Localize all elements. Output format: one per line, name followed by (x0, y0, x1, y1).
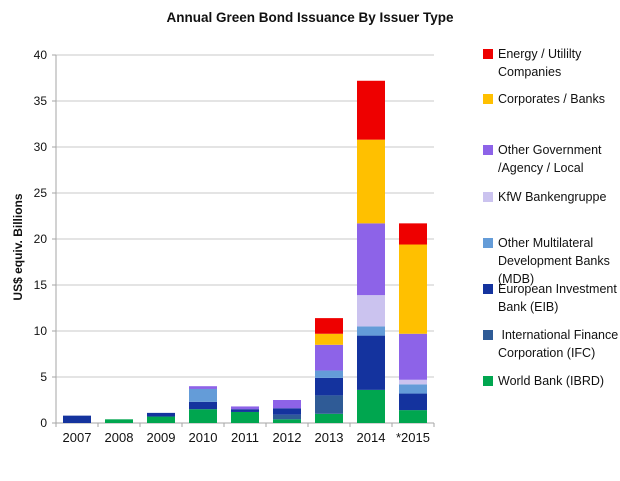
bar-segment (399, 223, 427, 245)
legend-swatch-icon (483, 376, 493, 386)
bar-segment (273, 400, 301, 409)
x-tick-label: 2013 (315, 430, 344, 445)
bar-segment (315, 377, 343, 396)
legend-label: Other Multilateral Development Banks (MD… (498, 236, 610, 286)
bar-segment (399, 379, 427, 385)
x-tick-label: 2007 (63, 430, 92, 445)
chart-title: Annual Green Bond Issuance By Issuer Typ… (166, 10, 454, 25)
legend-swatch-icon (483, 192, 493, 202)
legend-label: Corporates / Banks (498, 92, 605, 106)
legend-item: Other Government /Agency / Local (483, 141, 602, 177)
legend-label: KfW Bankengruppe (498, 190, 607, 204)
x-tick-label: 2009 (147, 430, 176, 445)
bar-segment (315, 413, 343, 423)
legend-swatch-icon (483, 330, 493, 340)
bar-segment (357, 295, 385, 327)
legend-label: Energy / Utililty Companies (498, 47, 582, 79)
bar-segment (315, 344, 343, 371)
y-tick-label: 10 (34, 324, 48, 338)
legend-label: European Investment Bank (EIB) (498, 282, 617, 314)
legend-label: Other Government /Agency / Local (498, 143, 602, 175)
bar-segment (147, 416, 175, 423)
bar-segment (273, 408, 301, 415)
bar-segment (63, 415, 91, 423)
legend-item: European Investment Bank (EIB) (483, 280, 617, 316)
bar-segment (189, 388, 217, 402)
bar-segment (315, 395, 343, 414)
bar-segment (357, 80, 385, 140)
bar-segment (315, 333, 343, 345)
bar-segment (357, 389, 385, 423)
bar-segment (231, 406, 259, 410)
bar-segment (399, 384, 427, 394)
legend-swatch-icon (483, 94, 493, 104)
legend-item: International Finance Corporation (IFC) (483, 326, 618, 362)
x-tick-label: 2008 (105, 430, 134, 445)
legend-item: Other Multilateral Development Banks (MD… (483, 234, 610, 288)
legend-item: Energy / Utililty Companies (483, 45, 581, 81)
bar-segment (399, 410, 427, 423)
y-tick-label: 0 (40, 416, 47, 430)
bar-segment (357, 335, 385, 390)
bar-segment (273, 414, 301, 420)
legend-item: World Bank (IBRD) (483, 372, 604, 390)
bar-segment (399, 393, 427, 411)
legend-label: International Finance Corporation (IFC) (498, 328, 619, 360)
legend: Energy / Utililty Companies Corporates / … (483, 0, 618, 481)
bar-segment (189, 386, 217, 389)
bar-segment (105, 419, 133, 423)
x-tick-label: 2012 (273, 430, 302, 445)
x-tick-label: 2014 (357, 430, 386, 445)
y-tick-label: 5 (40, 370, 47, 384)
bar-segment (399, 333, 427, 380)
bar-segment (357, 223, 385, 296)
legend-swatch-icon (483, 238, 493, 248)
bar-segment (315, 318, 343, 334)
bar-segment (189, 401, 217, 410)
bar-segment (189, 409, 217, 423)
bar-segment (231, 411, 259, 423)
legend-label: World Bank (IBRD) (498, 374, 605, 388)
legend-item: Corporates / Banks (483, 90, 605, 108)
bar-segment (357, 326, 385, 336)
legend-swatch-icon (483, 49, 493, 59)
bar-segment (273, 419, 301, 423)
bar-segment (357, 139, 385, 224)
legend-swatch-icon (483, 284, 493, 294)
y-tick-label: 20 (34, 232, 48, 246)
legend-swatch-icon (483, 145, 493, 155)
bar-segment (399, 244, 427, 334)
y-tick-label: 40 (34, 48, 48, 62)
x-tick-label: *2015 (396, 430, 430, 445)
x-tick-label: 2010 (189, 430, 218, 445)
y-tick-label: 30 (34, 140, 48, 154)
y-tick-label: 15 (34, 278, 48, 292)
y-tick-label: 35 (34, 94, 48, 108)
y-tick-label: 25 (34, 186, 48, 200)
x-tick-label: 2011 (231, 430, 259, 445)
bar-segment (231, 409, 259, 412)
bar-segment (147, 412, 175, 417)
bar-segment (315, 370, 343, 378)
legend-item: KfW Bankengruppe (483, 188, 606, 206)
